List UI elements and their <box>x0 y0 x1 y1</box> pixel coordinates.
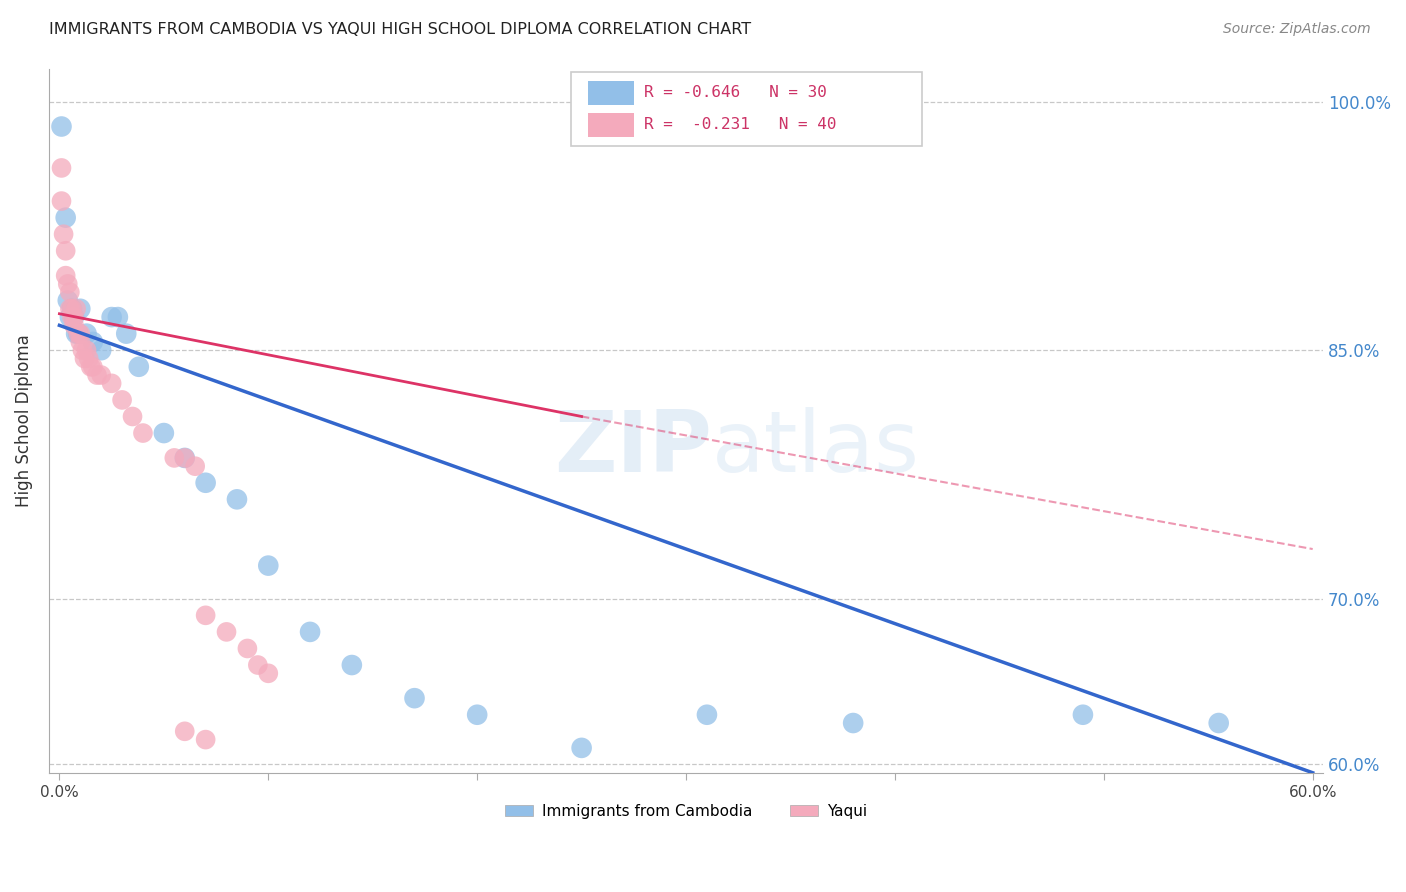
FancyBboxPatch shape <box>588 113 634 136</box>
Point <box>173 450 195 465</box>
Point <box>60 301 83 316</box>
Point <box>100 376 122 391</box>
Point <box>59 301 82 316</box>
Point <box>1071 707 1094 722</box>
Point <box>90 368 112 382</box>
Point <box>67 326 90 341</box>
Point <box>184 459 207 474</box>
Point <box>80 359 103 374</box>
Point <box>60 310 83 324</box>
Text: ZIP: ZIP <box>554 408 711 491</box>
Point <box>173 724 195 739</box>
Point <box>51 120 73 134</box>
Point <box>115 326 138 341</box>
Y-axis label: High School Diploma: High School Diploma <box>15 334 32 507</box>
Point <box>465 707 488 722</box>
Point <box>100 310 122 324</box>
Point <box>215 624 238 639</box>
Point <box>194 608 217 623</box>
Point <box>51 194 73 208</box>
Point <box>82 359 104 374</box>
Legend: Immigrants from Cambodia, Yaqui: Immigrants from Cambodia, Yaqui <box>499 797 873 825</box>
Point <box>76 326 98 341</box>
Point <box>215 823 238 838</box>
FancyBboxPatch shape <box>588 81 634 105</box>
Point <box>56 277 79 291</box>
Point <box>842 716 865 731</box>
Point <box>52 227 75 242</box>
Point <box>194 475 217 490</box>
Point <box>194 732 217 747</box>
Text: IMMIGRANTS FROM CAMBODIA VS YAQUI HIGH SCHOOL DIPLOMA CORRELATION CHART: IMMIGRANTS FROM CAMBODIA VS YAQUI HIGH S… <box>49 22 751 37</box>
Point <box>173 450 195 465</box>
Point <box>132 425 155 440</box>
Point <box>59 310 82 324</box>
Point <box>163 450 186 465</box>
Point <box>257 558 280 573</box>
Point <box>60 301 83 316</box>
Point <box>340 658 363 673</box>
Point <box>63 310 86 324</box>
Point <box>55 268 77 283</box>
Point <box>696 707 718 722</box>
Text: R =  -0.231   N = 40: R = -0.231 N = 40 <box>644 117 837 132</box>
Point <box>69 334 91 349</box>
Point <box>63 310 86 324</box>
Point <box>56 293 79 308</box>
Point <box>72 343 94 358</box>
Point <box>128 359 150 374</box>
Point <box>65 326 87 341</box>
Point <box>153 425 176 440</box>
FancyBboxPatch shape <box>571 72 922 146</box>
Point <box>404 691 426 706</box>
Point <box>82 334 104 349</box>
Point <box>55 244 77 258</box>
Point <box>65 301 87 316</box>
Point <box>73 351 96 366</box>
Point <box>107 310 129 324</box>
Point <box>67 326 90 341</box>
Point <box>76 343 98 358</box>
Point <box>226 492 249 507</box>
Point <box>246 658 269 673</box>
Text: Source: ZipAtlas.com: Source: ZipAtlas.com <box>1223 22 1371 37</box>
Text: R = -0.646   N = 30: R = -0.646 N = 30 <box>644 85 827 100</box>
Point <box>77 351 100 366</box>
Point <box>51 161 73 175</box>
Point <box>1208 716 1230 731</box>
Point <box>86 368 108 382</box>
Point <box>55 211 77 225</box>
Text: atlas: atlas <box>711 408 920 491</box>
Point <box>236 641 259 656</box>
Point <box>69 326 91 341</box>
Point <box>69 301 91 316</box>
Point <box>121 409 143 424</box>
Point <box>257 666 280 681</box>
Point <box>63 318 86 333</box>
Point <box>90 343 112 358</box>
Point <box>59 285 82 300</box>
Point <box>299 624 322 639</box>
Point <box>571 740 593 755</box>
Point <box>111 392 134 407</box>
